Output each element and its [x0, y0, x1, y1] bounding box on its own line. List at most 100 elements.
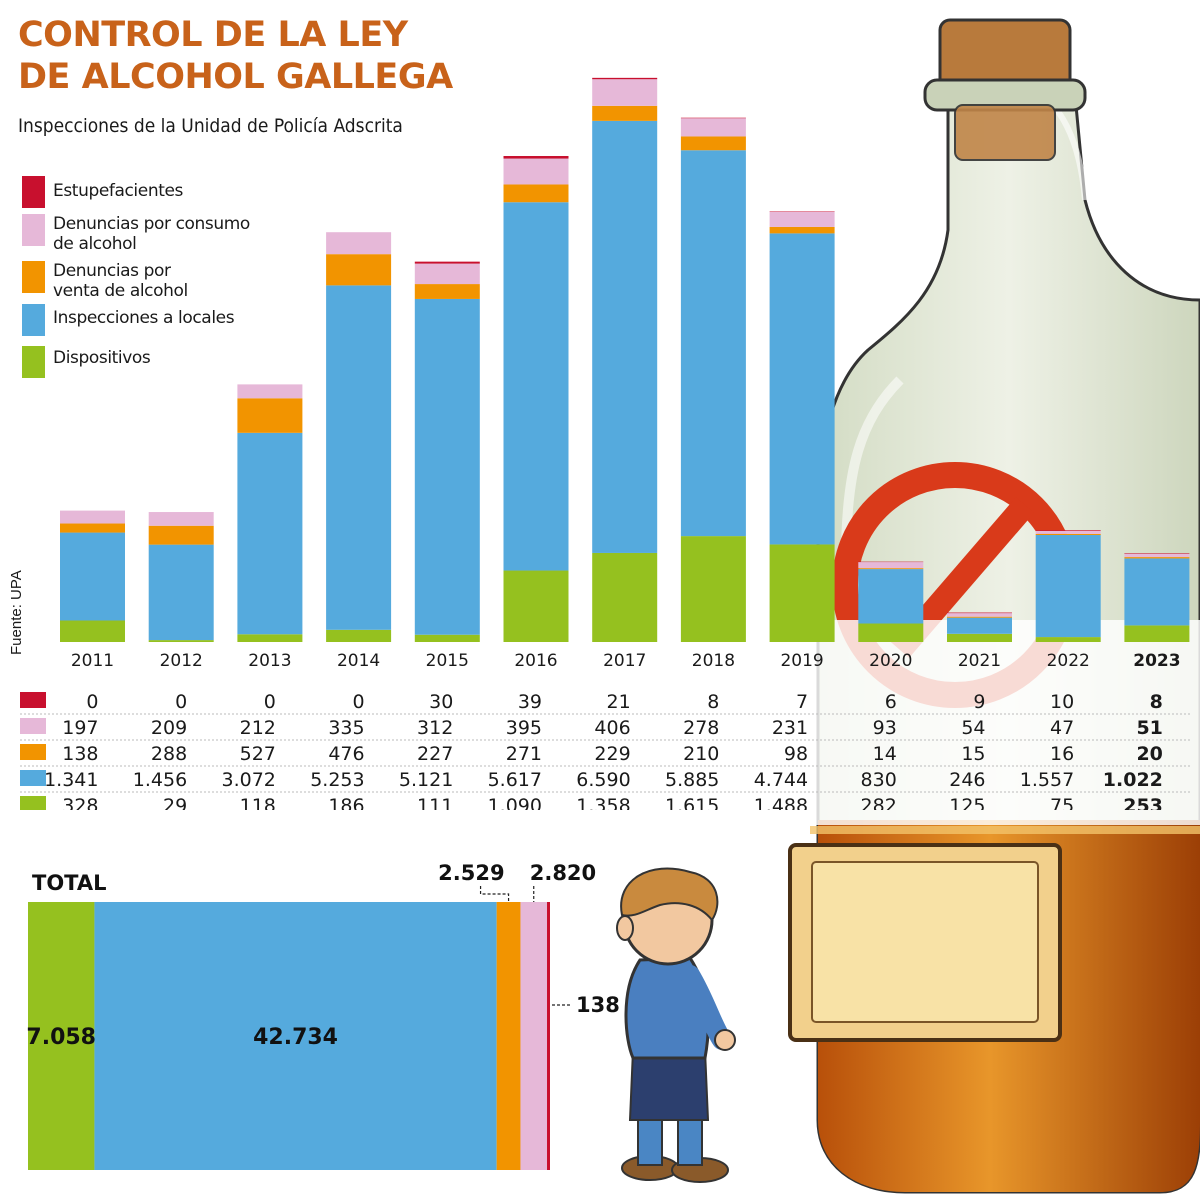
table-cell: 8 [1150, 691, 1163, 713]
bar-segment-estupefacientes-2022 [1035, 530, 1101, 531]
bar-2023 [1124, 553, 1190, 642]
table-row-swatch [20, 718, 46, 734]
totals-segment-venta [496, 902, 521, 1170]
bar-segment-venta-2021 [947, 616, 1012, 618]
table-cell: 16 [1050, 743, 1074, 765]
legend-label: Denuncias por venta de alcohol [53, 261, 188, 301]
bar-segment-dispositivos-2016 [503, 570, 569, 642]
totals-label: TOTAL [32, 871, 107, 895]
totals-segment-dispositivos [28, 902, 95, 1170]
table-cell: 406 [594, 717, 630, 739]
bar-segment-locales-2022 [1035, 534, 1101, 638]
bar-segment-venta-2013 [237, 398, 303, 433]
bar-2016 [503, 156, 569, 642]
x-tick-label: 2011 [71, 651, 114, 671]
x-tick-label: 2023 [1133, 651, 1180, 671]
legend-swatch [22, 214, 45, 246]
bar-segment-venta-2019 [769, 226, 835, 234]
bar-segment-locales-2016 [503, 202, 569, 571]
bar-segment-estupefacientes-2021 [947, 612, 1012, 614]
legend-item-venta: Denuncias por venta de alcohol [22, 261, 293, 301]
table-cell: 47 [1050, 717, 1074, 739]
table-cell: 20 [1136, 743, 1162, 765]
child-icon [616, 867, 736, 1183]
table-cell: 0 [175, 691, 187, 713]
table-cell: 1.615 [665, 795, 719, 810]
bar-segment-estupefacientes-2023 [1124, 553, 1190, 554]
table-cell: 15 [961, 743, 985, 765]
totals-value-consumo: 2.820 [530, 861, 596, 885]
bar-2022 [1035, 530, 1101, 642]
totals-segment-consumo [520, 902, 548, 1170]
table-cell: 278 [683, 717, 719, 739]
table-cell: 5.885 [665, 769, 719, 791]
bar-segment-locales-2019 [769, 233, 835, 545]
table-cell: 1.090 [488, 795, 542, 810]
table-cell: 288 [151, 743, 187, 765]
legend-swatch [22, 261, 45, 293]
table-cell: 227 [417, 743, 453, 765]
table-cell: 1.488 [754, 795, 808, 810]
table-cell: 0 [86, 691, 98, 713]
totals-value-locales: 42.734 [253, 1025, 338, 1050]
table-cell: 51 [1136, 717, 1162, 739]
x-tick-label: 2022 [1047, 651, 1090, 671]
table-cell: 282 [861, 795, 897, 810]
bar-segment-dispositivos-2012 [148, 640, 214, 642]
table-cell: 0 [353, 691, 365, 713]
table-overlay [0, 620, 1200, 825]
bar-segment-locales-2018 [680, 150, 746, 537]
table-cell: 7 [796, 691, 808, 713]
bar-2021 [947, 612, 1012, 642]
totals-segment-locales [94, 902, 497, 1170]
bar-segment-estupefacientes-2016 [503, 156, 569, 159]
bar-segment-consumo-2018 [680, 118, 746, 137]
table-cell: 98 [784, 743, 808, 765]
totals-segment-estupefacientes [547, 902, 550, 1170]
table-row-swatch [20, 692, 46, 708]
table-cell: 75 [1050, 795, 1074, 810]
bar-2019 [769, 211, 835, 642]
table-cell: 93 [873, 717, 897, 739]
chart-subtitle: Inspecciones de la Unidad de Policía Ads… [18, 115, 403, 137]
x-tick-label: 2013 [248, 651, 291, 671]
table-cell: 125 [949, 795, 985, 810]
bar-segment-dispositivos-2017 [592, 552, 658, 642]
bar-segment-locales-2017 [592, 120, 658, 553]
bar-segment-consumo-2020 [858, 562, 924, 569]
table-cell: 54 [961, 717, 985, 739]
table-cell: 0 [264, 691, 276, 713]
bar-segment-venta-2015 [414, 284, 480, 299]
bar-segment-dispositivos-2019 [769, 544, 835, 642]
table-cell: 1.557 [1020, 769, 1074, 791]
x-tick-label: 2014 [337, 651, 380, 671]
x-tick-label: 2019 [780, 651, 823, 671]
bar-2014 [326, 232, 392, 642]
bar-segment-locales-2023 [1124, 558, 1190, 626]
table-row-swatch [20, 744, 46, 760]
table-cell: 111 [417, 795, 453, 810]
table-cell: 212 [240, 717, 276, 739]
bar-segment-dispositivos-2014 [326, 629, 392, 642]
bar-2013 [237, 384, 303, 642]
legend-item-estupefacientes: Estupefacientes [22, 176, 293, 208]
x-tick-label: 2017 [603, 651, 646, 671]
bar-segment-venta-2023 [1124, 557, 1190, 559]
table-cell: 335 [328, 717, 364, 739]
legend-label: Denuncias por consumo de alcohol [53, 214, 250, 254]
bar-segment-consumo-2023 [1124, 553, 1190, 558]
data-table: 0 0 0 0 30 39 21 8 7 6 9 10 8 197 209 212 335 312 395 406 27… [20, 691, 1190, 810]
table-cell: 1.022 [1103, 769, 1163, 791]
legend-item-consumo: Denuncias por consumo de alcohol [22, 214, 293, 254]
legend-label: Dispositivos [53, 348, 151, 368]
table-cell: 1.456 [133, 769, 187, 791]
bar-2017 [592, 77, 658, 642]
bar-segment-locales-2012 [148, 544, 214, 641]
bar-segment-consumo-2012 [148, 512, 214, 526]
table-cell: 39 [518, 691, 542, 713]
bar-segment-consumo-2019 [769, 211, 835, 227]
bar-segment-estupefacientes-2018 [680, 117, 746, 119]
bar-segment-locales-2020 [858, 569, 924, 624]
legend-label: Inspecciones a locales [53, 308, 235, 328]
bar-segment-dispositivos-2021 [947, 633, 1012, 642]
